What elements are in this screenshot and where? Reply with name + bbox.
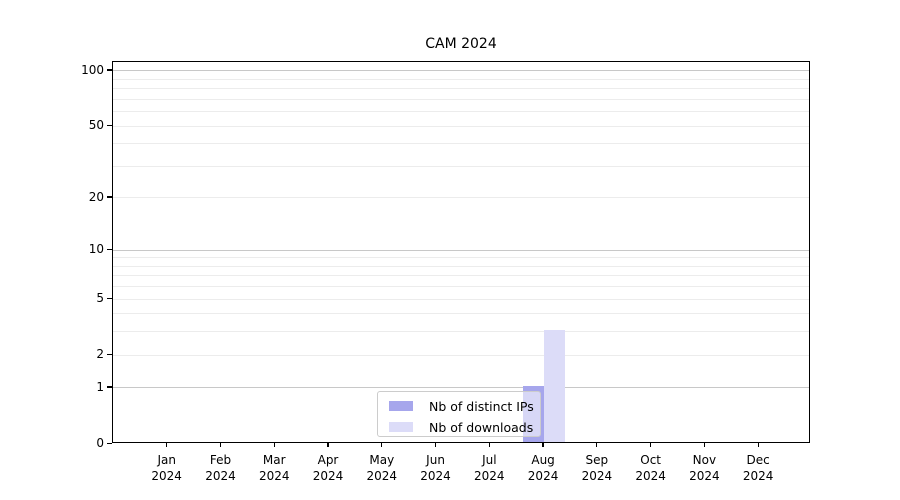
x-tick-mark: [488, 443, 490, 447]
y-tick-mark: [107, 69, 112, 71]
x-tick-mark: [757, 443, 759, 447]
x-tick-mark: [381, 443, 383, 447]
x-tick-mark: [273, 443, 275, 447]
x-tick-month: Dec: [746, 453, 770, 467]
x-tick-month: Apr: [317, 453, 339, 467]
major-gridline: [113, 249, 809, 251]
y-tick-label: 2: [96, 347, 104, 362]
x-tick-year: 2024: [742, 469, 774, 483]
major-gridline: [113, 387, 809, 389]
x-tick-mark: [596, 443, 598, 447]
x-tick-label: Dec 2024: [726, 452, 790, 484]
y-tick-mark: [107, 124, 112, 126]
plot-area: [112, 61, 810, 443]
x-tick-month: Jul: [482, 453, 497, 467]
x-tick-month: Jun: [426, 453, 445, 467]
y-tick-label: 10: [88, 242, 104, 257]
minor-gridline: [113, 125, 809, 127]
y-tick-mark: [107, 248, 112, 250]
x-tick-label: Feb 2024: [188, 452, 252, 484]
x-tick-month: Sep: [585, 453, 609, 467]
x-tick-label: Jul 2024: [457, 452, 521, 484]
y-tick-label: 1: [96, 379, 104, 394]
x-tick-year: 2024: [205, 469, 236, 483]
legend-swatch-nb-of-distinct-ips: [389, 401, 413, 411]
y-tick-mark: [107, 353, 112, 355]
x-tick-label: Mar 2024: [242, 452, 306, 484]
minor-gridline: [113, 298, 809, 300]
y-tick-mark: [107, 297, 112, 299]
x-tick-year: 2024: [474, 469, 505, 483]
x-tick-year: 2024: [312, 469, 344, 483]
x-tick-label: Sep 2024: [565, 452, 629, 484]
x-tick-year: 2024: [258, 469, 290, 483]
x-tick-year: 2024: [151, 469, 182, 483]
minor-gridline: [113, 257, 809, 259]
x-tick-month: Mar: [262, 453, 286, 467]
x-tick-mark: [434, 443, 437, 447]
x-tick-mark: [650, 443, 652, 447]
x-tick-label: Apr 2024: [296, 452, 360, 484]
chart-title: CAM 2024: [425, 36, 497, 52]
y-tick-label: 0: [96, 436, 104, 450]
minor-gridline: [113, 265, 809, 267]
x-tick-label: Jan 2024: [135, 452, 199, 484]
bar-nb-of-downloads-aug-2024: [544, 329, 566, 442]
minor-gridline: [113, 197, 809, 199]
y-tick-mark: [107, 386, 112, 388]
y-tick-mark: [107, 442, 112, 444]
x-tick-label: Aug 2024: [511, 452, 575, 484]
major-gridline: [113, 70, 809, 72]
x-tick-year: 2024: [366, 469, 398, 483]
x-tick-year: 2024: [635, 469, 666, 483]
x-tick-year: 2024: [689, 469, 720, 483]
x-tick-month: Oct: [640, 453, 661, 467]
x-tick-year: 2024: [420, 469, 451, 483]
x-tick-label: Oct 2024: [619, 452, 683, 484]
legend-swatch-nb-of-downloads: [389, 422, 413, 432]
x-tick-month: Aug: [531, 453, 555, 467]
x-tick-month: Nov: [692, 453, 717, 467]
minor-gridline: [113, 313, 809, 315]
legend: Nb of distinct IPs Nb of downloads: [377, 391, 541, 437]
minor-gridline: [113, 275, 809, 277]
legend-item: Nb of downloads: [389, 418, 540, 436]
x-tick-mark: [542, 443, 544, 447]
x-tick-mark: [327, 443, 329, 447]
x-tick-month: Jan: [157, 453, 176, 467]
y-tick-label: 100: [81, 62, 104, 77]
y-tick-label: 5: [96, 291, 104, 306]
x-tick-mark: [166, 443, 168, 447]
legend-label: Nb of distinct IPs: [429, 398, 534, 414]
minor-gridline: [113, 286, 809, 288]
legend-item: Nb of distinct IPs: [389, 397, 540, 415]
minor-gridline: [113, 143, 809, 145]
x-tick-label: Jun 2024: [404, 452, 468, 484]
x-tick-label: May 2024: [350, 452, 414, 484]
minor-gridline: [113, 88, 809, 90]
minor-gridline: [113, 331, 809, 333]
x-tick-mark: [219, 443, 222, 447]
x-tick-year: 2024: [581, 469, 613, 483]
legend-label: Nb of downloads: [429, 419, 534, 435]
x-tick-month: Feb: [209, 453, 232, 467]
minor-gridline: [113, 78, 809, 80]
minor-gridline: [113, 354, 809, 356]
x-tick-mark: [703, 443, 705, 447]
x-tick-month: May: [369, 453, 395, 467]
minor-gridline: [113, 165, 809, 167]
minor-gridline: [113, 98, 809, 100]
y-tick-label: 50: [88, 118, 104, 133]
minor-gridline: [113, 111, 809, 113]
y-tick-label: 20: [88, 189, 104, 204]
x-tick-year: 2024: [527, 469, 559, 483]
x-tick-label: Nov 2024: [672, 452, 736, 484]
legend-rows: Nb of distinct IPs Nb of downloads: [389, 397, 540, 436]
y-tick-mark: [107, 196, 112, 198]
